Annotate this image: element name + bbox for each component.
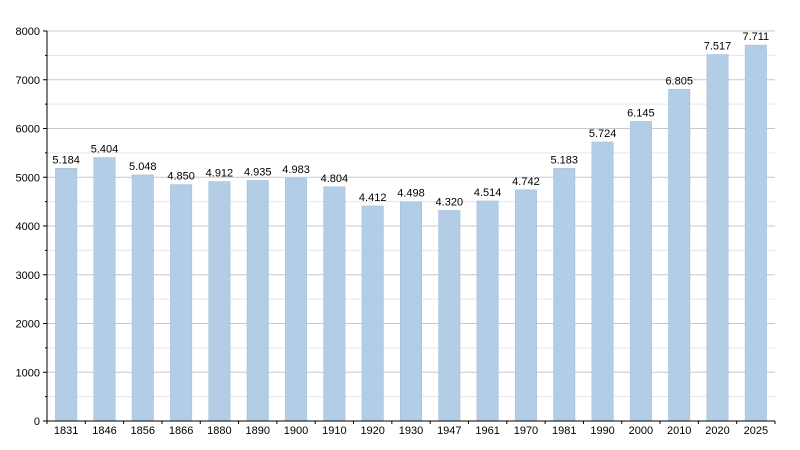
x-tick-label-1920: 1920: [360, 425, 384, 437]
bar-1970: [514, 189, 537, 422]
x-tick-label-1831: 1831: [54, 425, 78, 437]
bar-1930: [400, 201, 422, 422]
x-tick-label-1947: 1947: [437, 425, 461, 437]
x-tick-label-1880: 1880: [207, 425, 231, 437]
data-label-1846: 5.404: [91, 144, 119, 156]
data-label-1910: 4.804: [321, 173, 349, 185]
x-tick-label-1890: 1890: [245, 425, 269, 437]
y-tick-label: 8000: [16, 26, 40, 38]
data-label-1831: 5.184: [52, 154, 80, 166]
bar-1961: [476, 200, 499, 422]
data-label-1981: 5.183: [550, 154, 578, 166]
data-label-1866: 4.850: [167, 171, 195, 183]
bar-1920: [361, 205, 384, 422]
data-label-1900: 4.983: [282, 164, 310, 176]
data-label-1990: 5.724: [589, 128, 617, 140]
data-label-1947: 4.320: [436, 196, 464, 208]
x-tick-label-2020: 2020: [705, 425, 729, 437]
bar-1947: [438, 210, 461, 422]
data-label-2000: 6.145: [627, 107, 655, 119]
bar-1866: [170, 184, 193, 422]
data-label-1961: 4.514: [474, 187, 502, 199]
x-tick-label-1930: 1930: [399, 425, 423, 437]
x-tick-label-2025: 2025: [744, 425, 768, 437]
y-tick-label: 4000: [16, 221, 40, 233]
data-label-2020: 7.517: [704, 41, 732, 53]
data-label-1920: 4.412: [359, 192, 387, 204]
data-label-1930: 4.498: [397, 188, 425, 200]
bar-2020: [706, 54, 729, 422]
bar-1990: [591, 141, 614, 422]
bar-1880: [208, 181, 231, 422]
y-tick-label: 0: [34, 416, 40, 428]
x-tick-label-1900: 1900: [284, 425, 308, 437]
x-tick-label-1910: 1910: [322, 425, 346, 437]
bar-1846: [93, 157, 116, 422]
x-tick-label-1866: 1866: [169, 425, 193, 437]
bar-2025: [744, 44, 767, 422]
data-label-1856: 5.048: [129, 161, 157, 173]
y-tick-label: 3000: [16, 270, 40, 282]
bar-1890: [246, 180, 269, 422]
x-tick-label-1846: 1846: [92, 425, 116, 437]
x-tick-label-1970: 1970: [514, 425, 538, 437]
y-tick-label: 6000: [16, 124, 40, 136]
data-label-2010: 6.805: [665, 75, 693, 87]
bar-1900: [285, 177, 308, 422]
axis-layer: [43, 30, 776, 424]
data-label-2025: 7.711: [742, 31, 769, 43]
y-tick-label: 7000: [16, 75, 40, 87]
bar-1856: [131, 174, 154, 422]
y-tick-label: 2000: [16, 319, 40, 331]
data-label-1890: 4.935: [244, 166, 272, 178]
x-tick-label-1856: 1856: [131, 425, 155, 437]
x-tick-label-1981: 1981: [552, 425, 576, 437]
bar-2000: [629, 121, 652, 422]
data-label-1970: 4.742: [512, 176, 540, 188]
x-tick-label-2000: 2000: [629, 425, 653, 437]
bar-2010: [668, 89, 691, 422]
bar-1981: [553, 168, 576, 422]
data-label-1880: 4.912: [206, 168, 234, 180]
bar-1910: [323, 186, 346, 422]
x-tick-label-2010: 2010: [667, 425, 691, 437]
y-tick-label: 5000: [16, 172, 40, 184]
bar-1831: [55, 168, 78, 422]
x-tick-label-1961: 1961: [475, 425, 499, 437]
label-layer: 0 1000 2000 3000 4000 5000 6000 7000 8000 5.184 18…: [16, 26, 770, 437]
y-tick-label: 1000: [16, 367, 40, 379]
x-tick-label-1990: 1990: [590, 425, 614, 437]
bar-layer: [55, 44, 767, 422]
